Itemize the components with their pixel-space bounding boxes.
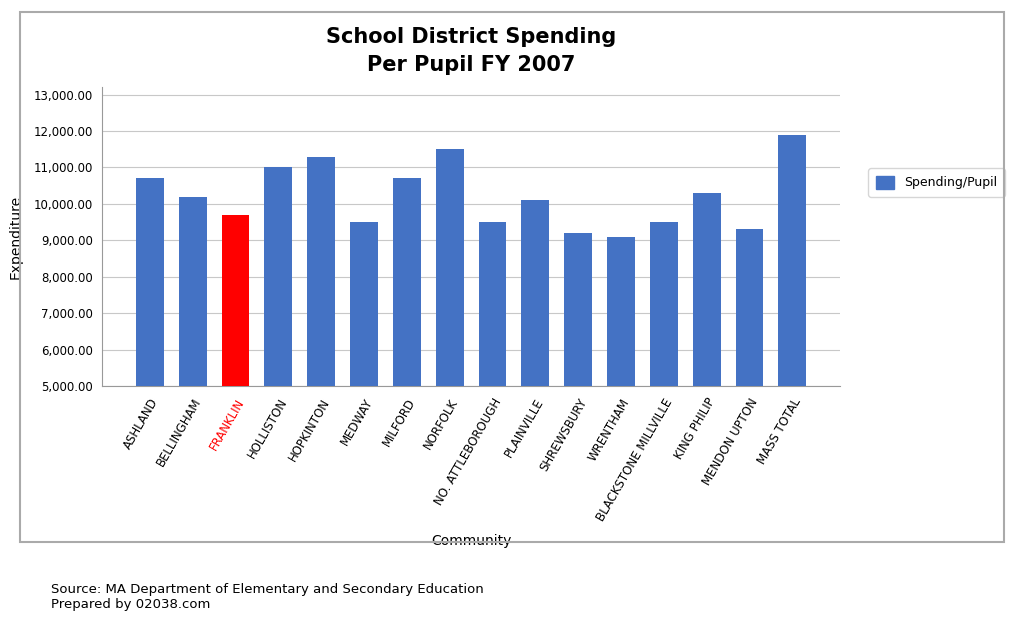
Bar (179, 197, 207, 569)
Bar (350, 222, 378, 569)
Bar (692, 193, 721, 569)
Legend: Spending/Pupil: Spending/Pupil (868, 168, 1005, 197)
Bar (478, 222, 507, 569)
Bar (307, 156, 335, 569)
Bar (221, 215, 250, 569)
Y-axis label: Expenditure: Expenditure (8, 194, 23, 279)
Bar (778, 135, 806, 569)
Bar (607, 237, 635, 569)
Bar (521, 200, 549, 569)
Bar (264, 168, 292, 569)
Bar (136, 178, 164, 569)
X-axis label: Community: Community (431, 534, 511, 548)
Title: School District Spending
Per Pupil FY 2007: School District Spending Per Pupil FY 20… (326, 27, 616, 75)
Bar (393, 178, 421, 569)
Text: Source: MA Department of Elementary and Secondary Education
Prepared by 02038.co: Source: MA Department of Elementary and … (51, 583, 484, 611)
Bar (564, 233, 592, 569)
Bar (435, 150, 464, 569)
Bar (735, 229, 763, 569)
Bar (650, 222, 678, 569)
